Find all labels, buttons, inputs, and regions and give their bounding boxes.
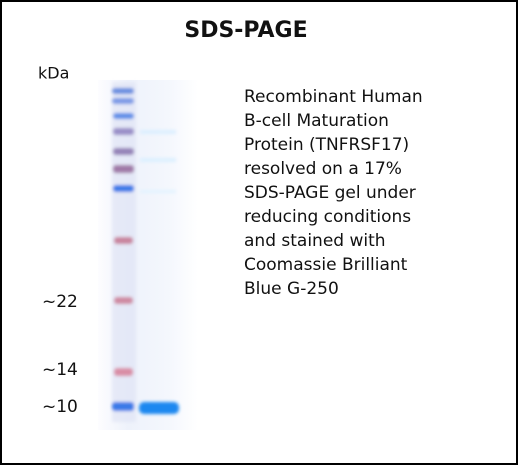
description-line: B-cell Maturation [244, 111, 389, 131]
description-line: resolved on a 17% [244, 159, 402, 179]
title: SDS-PAGE [184, 18, 307, 43]
description-line: reducing conditions [244, 207, 411, 227]
description-line: and stained with [244, 231, 386, 251]
marker-label: ~14 [42, 360, 78, 380]
description-line: Coomassie Brilliant [244, 255, 408, 275]
unit-label: kDa [38, 64, 69, 83]
ladder-lane [112, 82, 136, 422]
marker-label: ~22 [42, 292, 78, 312]
description-line: Protein (TNFRSF17) [244, 135, 409, 155]
description-line: Blue G-250 [244, 279, 339, 299]
marker-label: ~10 [42, 397, 78, 417]
sample-lane [139, 130, 179, 414]
description-line: SDS-PAGE gel under [244, 183, 416, 203]
description-line: Recombinant Human [244, 87, 423, 107]
